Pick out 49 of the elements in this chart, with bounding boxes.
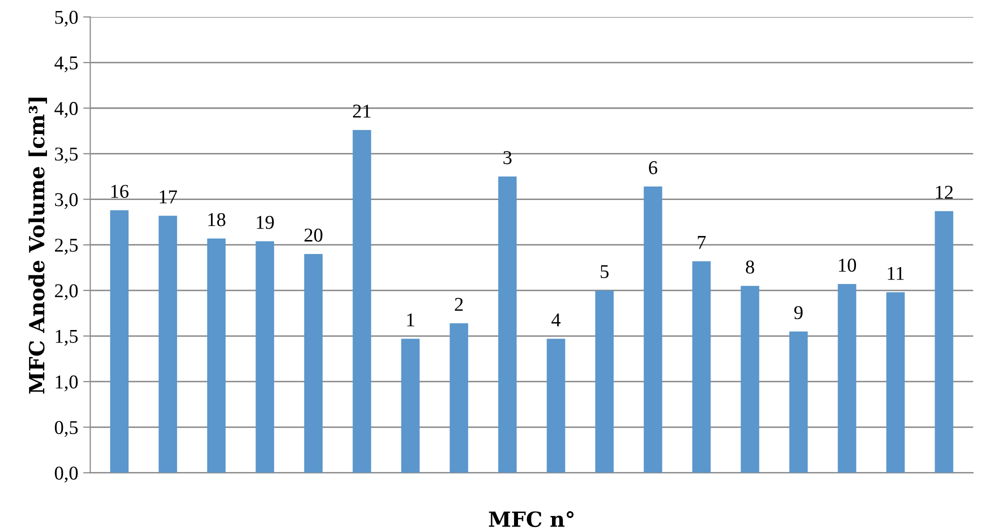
- y-tick-label: 4,5: [54, 56, 78, 72]
- bar: [789, 331, 808, 473]
- bar: [886, 292, 905, 473]
- y-tick-label: 2,5: [54, 238, 78, 255]
- bar: [304, 254, 323, 473]
- y-axis-title: MFC Anode Volume [cm³]: [28, 98, 47, 394]
- x-tick-label: 2: [454, 298, 463, 311]
- y-tick-label: 0,5: [54, 420, 78, 437]
- y-tick-label: 5,0: [55, 10, 78, 27]
- bar: [644, 186, 662, 473]
- y-tick-label: 2,0: [54, 284, 78, 300]
- y-tick-label: 3,0: [55, 193, 78, 210]
- x-tick-label: 19: [256, 216, 274, 229]
- bar: [207, 238, 226, 473]
- bar: [595, 290, 614, 473]
- bar: [401, 338, 420, 473]
- x-tick-label: 11: [888, 266, 904, 280]
- y-tick-label: 3,5: [55, 148, 78, 164]
- x-tick-label: 21: [353, 104, 370, 118]
- bar: [158, 216, 178, 473]
- x-tick-label: 18: [208, 213, 226, 226]
- x-tick-label: 5: [600, 265, 609, 278]
- x-tick-label: 1: [407, 313, 414, 326]
- x-tick-label: 17: [160, 190, 178, 204]
- y-tick-label: 1,5: [56, 330, 78, 346]
- bar: [256, 241, 274, 473]
- bar: [352, 130, 372, 473]
- x-tick-label: 10: [839, 258, 856, 272]
- x-tick-label: 8: [746, 260, 754, 274]
- y-tick-label: 4,0: [54, 102, 78, 118]
- x-tick-label: 6: [648, 161, 658, 174]
- x-tick-label: 12: [936, 186, 953, 199]
- bar: [546, 338, 566, 473]
- x-tick-label: 3: [504, 151, 512, 164]
- bar: [934, 211, 954, 473]
- bar: [110, 210, 129, 473]
- bar: [740, 286, 760, 473]
- x-tick-label: 4: [551, 313, 561, 326]
- bar: [498, 176, 517, 473]
- bar: [450, 323, 468, 473]
- y-tick-label: 1,0: [56, 375, 78, 392]
- y-tick-label: 0,0: [54, 466, 78, 482]
- x-tick-label: 16: [111, 184, 128, 198]
- x-tick-label: 7: [698, 236, 706, 249]
- bar: [692, 261, 711, 473]
- x-axis-title: MFC n°: [488, 511, 574, 528]
- x-tick-label: 9: [794, 306, 803, 320]
- bar: [838, 284, 856, 473]
- x-tick-label: 20: [304, 228, 322, 242]
